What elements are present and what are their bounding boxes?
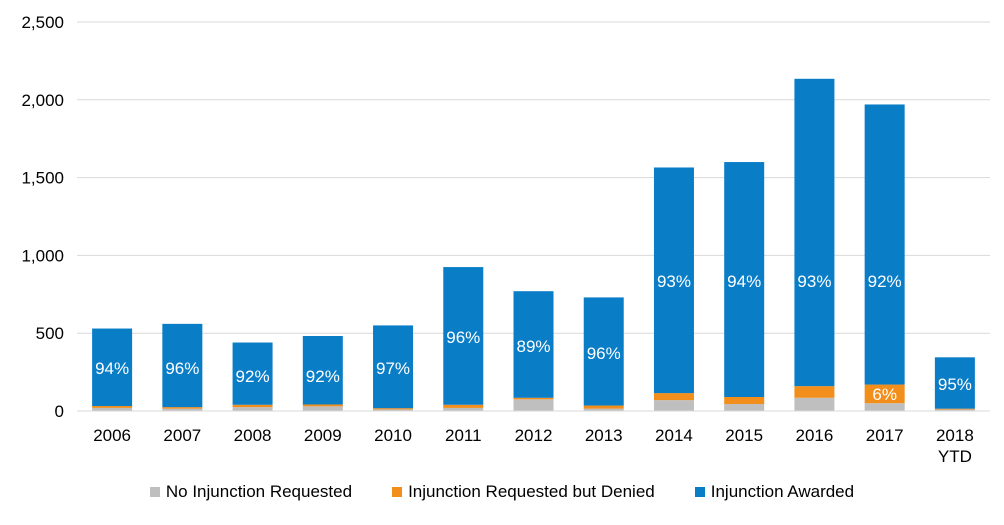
stacked-bar-chart: 0 500 1,000 1,500 2,000 2,500 2006 2007 2008 2009…: [0, 0, 1004, 475]
bar-segment: [724, 397, 764, 404]
x-tick-label: 2015: [725, 426, 763, 445]
x-tick-label: 2013: [585, 426, 623, 445]
percent-label: 94%: [727, 272, 761, 291]
legend-item-denied: Injunction Requested but Denied: [392, 482, 655, 502]
bar-segment: [233, 405, 273, 407]
bar-segment: [794, 386, 834, 398]
y-tick-label: 1,500: [21, 169, 64, 188]
bar-segment: [303, 404, 343, 406]
bar-segment: [233, 407, 273, 411]
x-tick-label: 2017: [866, 426, 904, 445]
bar-segment: [92, 406, 132, 408]
legend-item-awarded: Injunction Awarded: [695, 482, 854, 502]
legend-label-awarded: Injunction Awarded: [711, 482, 854, 502]
legend: No Injunction Requested Injunction Reque…: [0, 482, 1004, 502]
bar-segment: [865, 403, 905, 411]
bar-segment: [584, 406, 624, 409]
chart-root: 0 500 1,000 1,500 2,000 2,500 2006 2007 2008 2009…: [0, 0, 1004, 525]
bar-segment: [514, 398, 554, 400]
percent-label: 95%: [938, 375, 972, 394]
percent-label: 92%: [236, 367, 270, 386]
bar-segment: [443, 405, 483, 408]
bar-segment: [794, 398, 834, 411]
x-tick-label: 2016: [796, 426, 834, 445]
legend-item-no-injunction: No Injunction Requested: [150, 482, 352, 502]
bar-segment: [373, 408, 413, 409]
bar-segment: [794, 79, 834, 386]
bar-segment: [303, 406, 343, 411]
bar-segment: [935, 409, 975, 410]
legend-label-no-injunction: No Injunction Requested: [166, 482, 352, 502]
legend-swatch-awarded: [695, 487, 705, 497]
percent-label: 96%: [165, 359, 199, 378]
percent-label: 96%: [446, 328, 480, 347]
x-tick-label: 2010: [374, 426, 412, 445]
x-tick-label: 2011: [445, 426, 482, 445]
percent-label: 6%: [872, 385, 897, 404]
percent-label: 96%: [587, 344, 621, 363]
y-tick-label: 2,500: [21, 13, 64, 32]
percent-label: 92%: [306, 367, 340, 386]
y-tick-label: 2,000: [21, 91, 64, 110]
percent-label: 92%: [868, 272, 902, 291]
x-tick-label: 2018YTD: [936, 426, 974, 466]
x-tick-label: 2006: [93, 426, 131, 445]
x-tick-label: 2012: [515, 426, 553, 445]
percent-label: 97%: [376, 359, 410, 378]
percent-label: 93%: [657, 272, 691, 291]
x-tick-label: 2008: [234, 426, 272, 445]
bar-segment: [654, 400, 694, 411]
legend-label-denied: Injunction Requested but Denied: [408, 482, 655, 502]
bar-segment: [514, 399, 554, 411]
bar-segment: [724, 404, 764, 411]
percent-label: 89%: [516, 337, 550, 356]
percent-label: 93%: [797, 272, 831, 291]
legend-swatch-denied: [392, 487, 402, 497]
x-tick-label: 2009: [304, 426, 342, 445]
bar-segment: [865, 104, 905, 384]
legend-swatch-no-injunction: [150, 487, 160, 497]
bar-segment: [654, 393, 694, 400]
x-tick-label: 2014: [655, 426, 693, 445]
y-tick-label: 0: [55, 402, 64, 421]
percent-label: 94%: [95, 359, 129, 378]
bar-segment: [162, 407, 202, 409]
x-tick-label: 2007: [163, 426, 201, 445]
y-tick-label: 1,000: [21, 246, 64, 265]
y-tick-label: 500: [36, 324, 64, 343]
